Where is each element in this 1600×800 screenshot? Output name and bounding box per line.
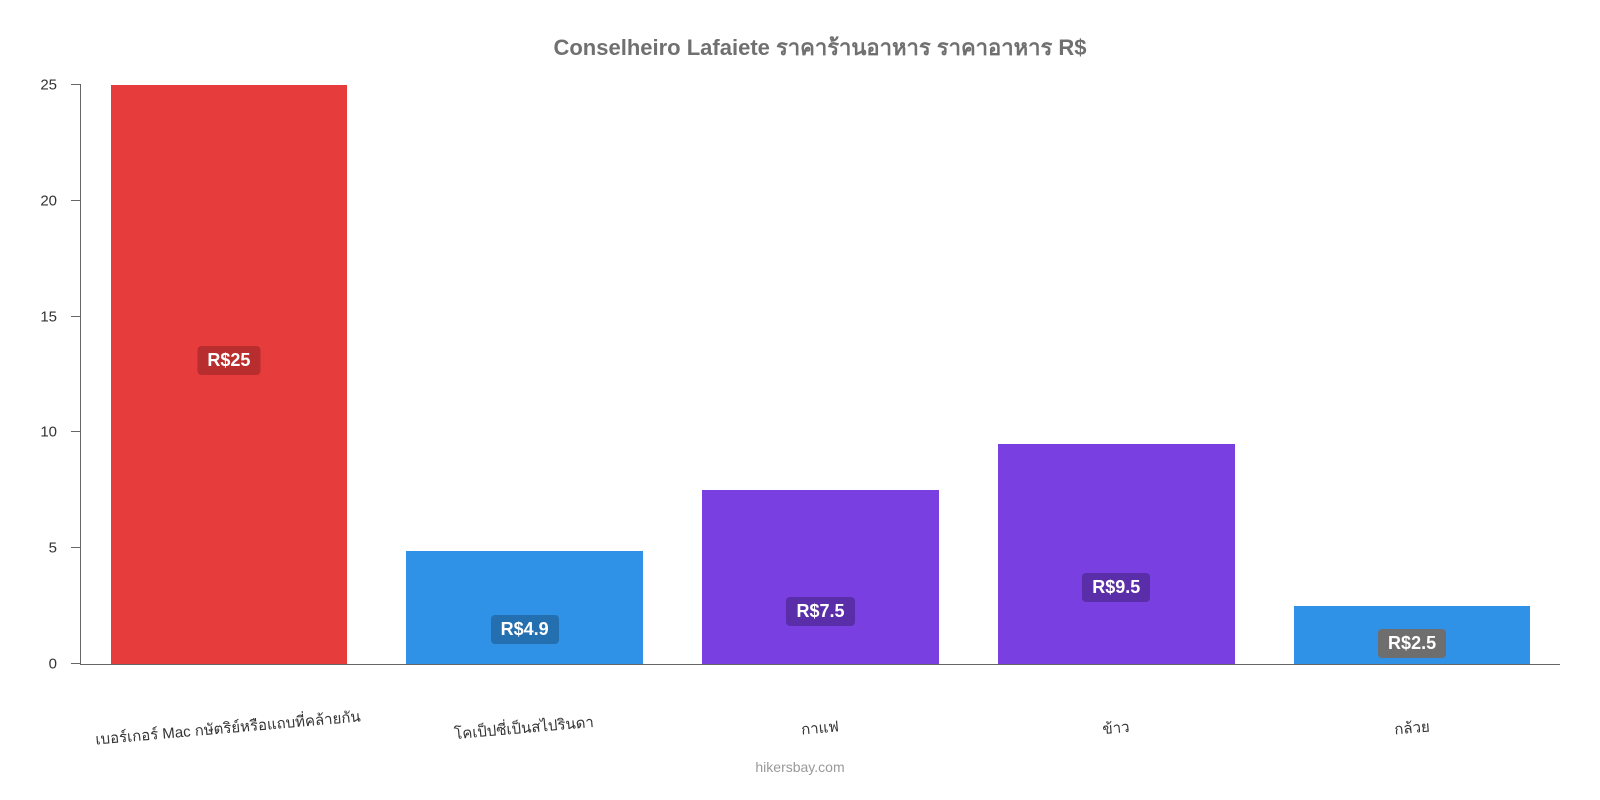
y-tick-label: 25 [40,77,71,94]
chart-title: Conselheiro Lafaiete ราคาร้านอาหาร ราคาอ… [80,30,1560,65]
bar-value-label: R$25 [197,346,260,375]
y-tick: 15 [71,316,81,317]
y-tick: 5 [71,547,81,548]
bar-slot: R$9.5 [968,85,1264,664]
bar-coffee: R$7.5 [702,490,939,664]
y-tick: 10 [71,431,81,432]
bar-soda: R$4.9 [406,551,643,664]
y-tick: 25 [71,84,81,85]
x-label: กล้วย [1264,703,1561,753]
attribution-text: hikersbay.com [0,759,1600,775]
bar-value-label: R$2.5 [1378,629,1446,658]
bar-slot: R$25 [81,85,377,664]
bars-container: R$25 R$4.9 R$7.5 R$9.5 R$2.5 [81,85,1560,664]
x-label: กาแฟ [672,703,969,753]
plot-area: 0 5 10 15 20 25 R$25 R$4.9 R$7.5 [80,85,1560,665]
bar-value-label: R$4.9 [491,615,559,644]
x-label: โคเป็ปซี่เป็นสไปรินดา [376,703,673,753]
bar-slot: R$7.5 [673,85,969,664]
price-bar-chart: Conselheiro Lafaiete ราคาร้านอาหาร ราคาอ… [0,0,1600,800]
x-axis-labels: เบอร์เกอร์ Mac กษัตริย์หรือแถบที่คล้ายกั… [80,716,1560,740]
bar-rice: R$9.5 [998,444,1235,664]
x-label: ข้าว [968,703,1265,753]
bar-value-label: R$9.5 [1082,573,1150,602]
y-tick-label: 10 [40,424,71,441]
y-tick-label: 15 [40,308,71,325]
bar-burger: R$25 [111,85,348,664]
bar-banana: R$2.5 [1294,606,1531,664]
bar-value-label: R$7.5 [786,597,854,626]
y-tick: 20 [71,200,81,201]
y-tick-label: 20 [40,192,71,209]
x-label: เบอร์เกอร์ Mac กษัตริย์หรือแถบที่คล้ายกั… [80,703,377,753]
y-tick: 0 [71,663,81,664]
y-tick-label: 5 [49,540,71,557]
bar-slot: R$2.5 [1264,85,1560,664]
y-tick-label: 0 [49,656,71,673]
bar-slot: R$4.9 [377,85,673,664]
